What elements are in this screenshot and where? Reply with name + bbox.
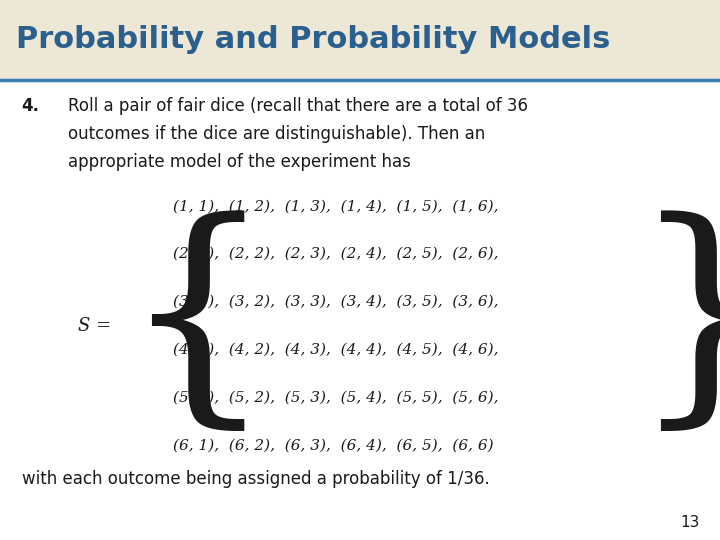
Text: 13: 13 — [680, 515, 700, 530]
Text: Roll a pair of fair dice (recall that there are a total of 36: Roll a pair of fair dice (recall that th… — [68, 97, 528, 115]
Text: outcomes if the dice are distinguishable). Then an: outcomes if the dice are distinguishable… — [68, 125, 486, 143]
Text: (5, 1),  (5, 2),  (5, 3),  (5, 4),  (5, 5),  (5, 6),: (5, 1), (5, 2), (5, 3), (5, 4), (5, 5), … — [173, 390, 498, 404]
Text: 4.: 4. — [22, 97, 40, 115]
Text: {: { — [121, 210, 273, 442]
Text: (1, 1),  (1, 2),  (1, 3),  (1, 4),  (1, 5),  (1, 6),: (1, 1), (1, 2), (1, 3), (1, 4), (1, 5), … — [173, 199, 498, 213]
Text: with each outcome being assigned a probability of 1/36.: with each outcome being assigned a proba… — [22, 470, 490, 488]
Text: appropriate model of the experiment has: appropriate model of the experiment has — [68, 153, 411, 171]
Text: }: } — [630, 210, 720, 442]
Text: S =: S = — [78, 317, 112, 335]
Text: (2, 1),  (2, 2),  (2, 3),  (2, 4),  (2, 5),  (2, 6),: (2, 1), (2, 2), (2, 3), (2, 4), (2, 5), … — [173, 247, 498, 261]
Text: (6, 1),  (6, 2),  (6, 3),  (6, 4),  (6, 5),  (6, 6): (6, 1), (6, 2), (6, 3), (6, 4), (6, 5), … — [173, 438, 493, 453]
Text: (3, 1),  (3, 2),  (3, 3),  (3, 4),  (3, 5),  (3, 6),: (3, 1), (3, 2), (3, 3), (3, 4), (3, 5), … — [173, 295, 498, 309]
Text: (4, 1),  (4, 2),  (4, 3),  (4, 4),  (4, 5),  (4, 6),: (4, 1), (4, 2), (4, 3), (4, 4), (4, 5), … — [173, 343, 498, 357]
Text: Probability and Probability Models: Probability and Probability Models — [16, 25, 611, 55]
Bar — [0, 0, 720, 80]
